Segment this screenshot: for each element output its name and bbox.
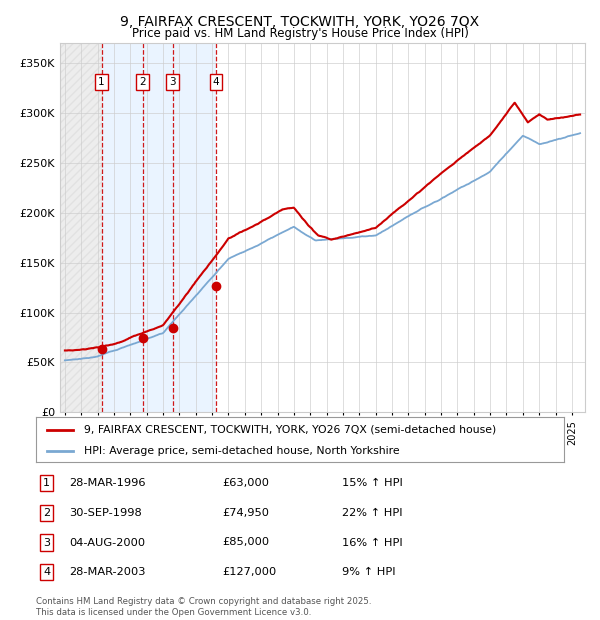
Text: 4: 4 bbox=[43, 567, 50, 577]
Text: 28-MAR-1996: 28-MAR-1996 bbox=[69, 478, 146, 488]
Bar bbox=[173, 43, 216, 412]
Text: Price paid vs. HM Land Registry's House Price Index (HPI): Price paid vs. HM Land Registry's House … bbox=[131, 27, 469, 40]
Text: 1: 1 bbox=[43, 478, 50, 488]
Text: 9, FAIRFAX CRESCENT, TOCKWITH, YORK, YO26 7QX (semi-detached house): 9, FAIRFAX CRESCENT, TOCKWITH, YORK, YO2… bbox=[83, 425, 496, 435]
Text: 3: 3 bbox=[169, 77, 176, 87]
Text: 22% ↑ HPI: 22% ↑ HPI bbox=[342, 508, 403, 518]
Text: 16% ↑ HPI: 16% ↑ HPI bbox=[342, 538, 403, 547]
Bar bbox=[101, 43, 143, 412]
Text: 30-SEP-1998: 30-SEP-1998 bbox=[69, 508, 142, 518]
Text: 9% ↑ HPI: 9% ↑ HPI bbox=[342, 567, 395, 577]
Text: £127,000: £127,000 bbox=[222, 567, 276, 577]
Text: 3: 3 bbox=[43, 538, 50, 547]
Text: £63,000: £63,000 bbox=[222, 478, 269, 488]
Text: £85,000: £85,000 bbox=[222, 538, 269, 547]
Text: 4: 4 bbox=[213, 77, 220, 87]
Text: 2: 2 bbox=[139, 77, 146, 87]
Text: 04-AUG-2000: 04-AUG-2000 bbox=[69, 538, 145, 547]
Text: £74,950: £74,950 bbox=[222, 508, 269, 518]
Text: HPI: Average price, semi-detached house, North Yorkshire: HPI: Average price, semi-detached house,… bbox=[83, 446, 399, 456]
Text: 28-MAR-2003: 28-MAR-2003 bbox=[69, 567, 146, 577]
Text: 2: 2 bbox=[43, 508, 50, 518]
Text: Contains HM Land Registry data © Crown copyright and database right 2025.
This d: Contains HM Land Registry data © Crown c… bbox=[36, 598, 371, 617]
Bar bbox=[60, 43, 101, 412]
Bar bbox=[143, 43, 173, 412]
Text: 9, FAIRFAX CRESCENT, TOCKWITH, YORK, YO26 7QX: 9, FAIRFAX CRESCENT, TOCKWITH, YORK, YO2… bbox=[121, 16, 479, 30]
Text: 15% ↑ HPI: 15% ↑ HPI bbox=[342, 478, 403, 488]
Text: 1: 1 bbox=[98, 77, 105, 87]
